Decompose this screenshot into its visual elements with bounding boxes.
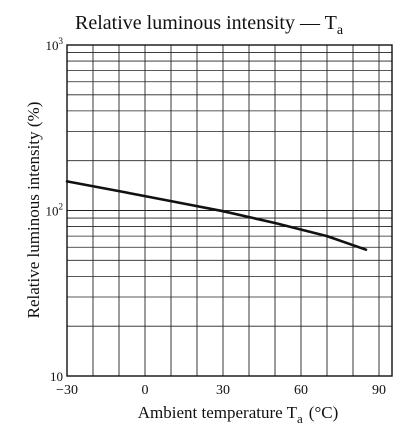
y-tick-base: 10 <box>46 38 59 53</box>
x-axis-label: Ambient temperature Ta (°C) <box>138 403 339 426</box>
y-tick-base: 10 <box>46 204 59 219</box>
x-tick-label: −30 <box>56 383 78 398</box>
x-tick-labels: −30 0 30 60 90 <box>56 383 386 398</box>
chart-title-text: Relative luminous intensity — T <box>75 12 337 34</box>
y-tick-label: 103 <box>46 36 64 53</box>
y-tick-exponent: 3 <box>59 36 64 46</box>
x-tick-label: 90 <box>372 383 386 398</box>
series-group <box>65 180 368 251</box>
x-tick-label: 30 <box>216 383 230 398</box>
x-tick-label: 60 <box>294 383 308 398</box>
chart-title-subscript: a <box>337 23 344 38</box>
x-axis-label-unit: (°C) <box>309 403 338 422</box>
grid-lines <box>67 45 392 376</box>
x-axis-label-subscript: a <box>297 411 303 426</box>
plot-frame <box>66 44 393 377</box>
y-axis-label: Relative luminous intensity (%) <box>24 102 43 319</box>
x-tick-label: 0 <box>142 383 149 398</box>
y-tick-label: 102 <box>46 202 64 219</box>
x-axis-label-text: Ambient temperature T <box>138 403 298 422</box>
y-tick-exponent: 2 <box>59 202 64 212</box>
y-tick-label: 10 <box>50 369 63 384</box>
chart-title: Relative luminous intensity — Ta <box>75 12 344 38</box>
y-tick-base: 10 <box>50 369 63 384</box>
series-line-0 <box>65 180 368 251</box>
